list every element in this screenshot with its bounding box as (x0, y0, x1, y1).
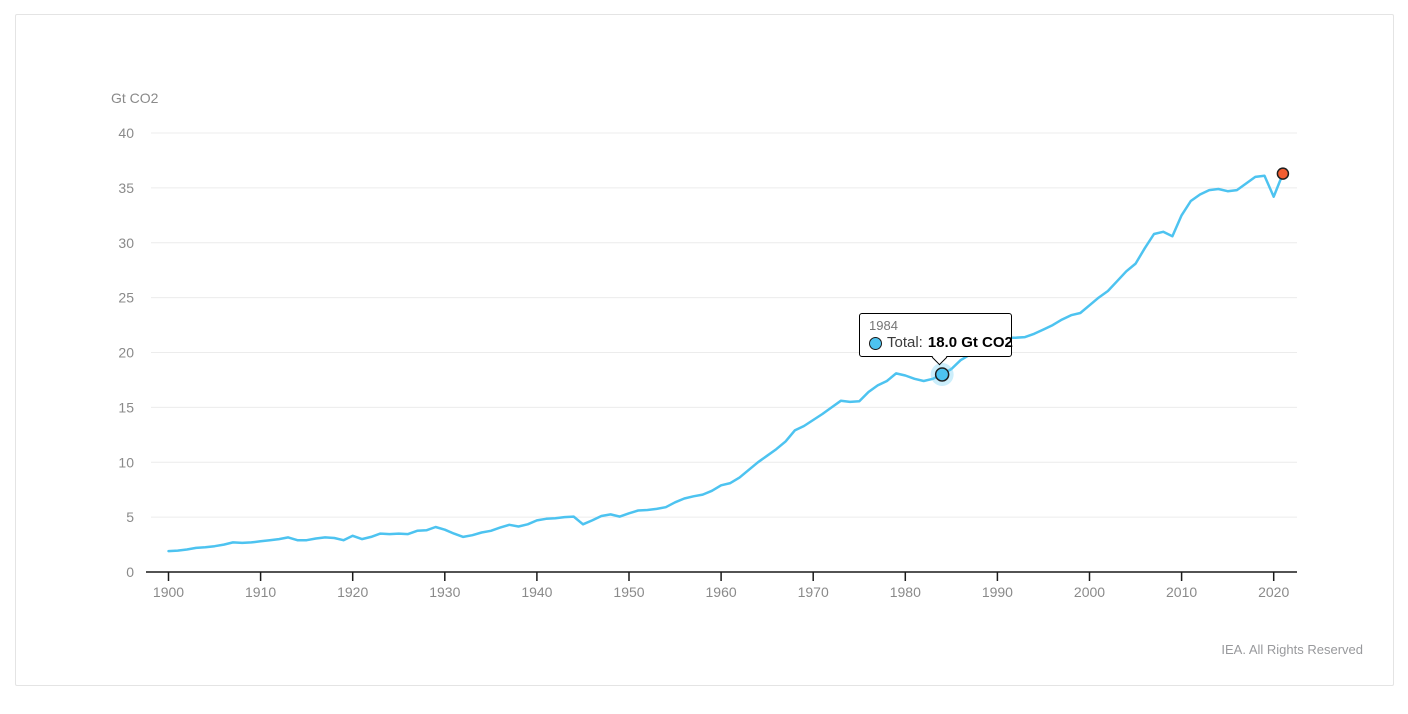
x-tick-label: 2010 (1166, 584, 1197, 600)
x-tick-label: 2000 (1074, 584, 1105, 600)
x-tick-label: 1990 (982, 584, 1013, 600)
y-tick-label: 40 (118, 125, 134, 141)
x-tick-label: 1950 (613, 584, 644, 600)
x-tick-label: 1980 (890, 584, 921, 600)
x-tick-label: 1920 (337, 584, 368, 600)
hovered-point-1984[interactable] (934, 367, 950, 382)
tooltip: 1984 Total: 18.0 Gt CO2 (859, 313, 1013, 365)
tooltip-value: 18.0 Gt CO2 (927, 334, 1013, 351)
y-tick-label: 5 (126, 509, 134, 525)
x-tick-label: 1970 (798, 584, 829, 600)
copyright-credit: IEA. All Rights Reserved (1221, 642, 1363, 657)
y-axis-unit-label: Gt CO2 (111, 90, 159, 106)
x-tick-label: 1900 (153, 584, 184, 600)
total-emissions-line[interactable] (167, 172, 1285, 553)
x-tick-label: 2020 (1258, 584, 1289, 600)
y-tick-label: 0 (126, 564, 134, 580)
y-tick-label: 25 (118, 290, 134, 306)
y-tick-label: 10 (118, 454, 134, 470)
x-tick-label: 1930 (429, 584, 460, 600)
chart-card: Gt CO2 0 5 10 15 20 25 30 35 40 1900 1910 1920 1930 1… (15, 14, 1394, 686)
x-tick-label: 1940 (521, 584, 552, 600)
emissions-line-chart: 0 5 10 15 20 25 30 35 40 1900 1910 1920 1930 1940 1950… (118, 125, 1297, 600)
tooltip-series-label: Total: (887, 334, 923, 351)
y-tick-label: 30 (118, 235, 134, 251)
y-tick-label: 15 (118, 399, 134, 415)
x-tick-label: 1910 (245, 584, 276, 600)
x-tick-label: 1960 (706, 584, 737, 600)
series-marker-icon (869, 336, 882, 350)
y-tick-label: 20 (118, 345, 134, 361)
end-point-2021[interactable] (1276, 167, 1290, 180)
tooltip-year: 1984 (869, 318, 898, 333)
y-tick-label: 35 (118, 180, 134, 196)
